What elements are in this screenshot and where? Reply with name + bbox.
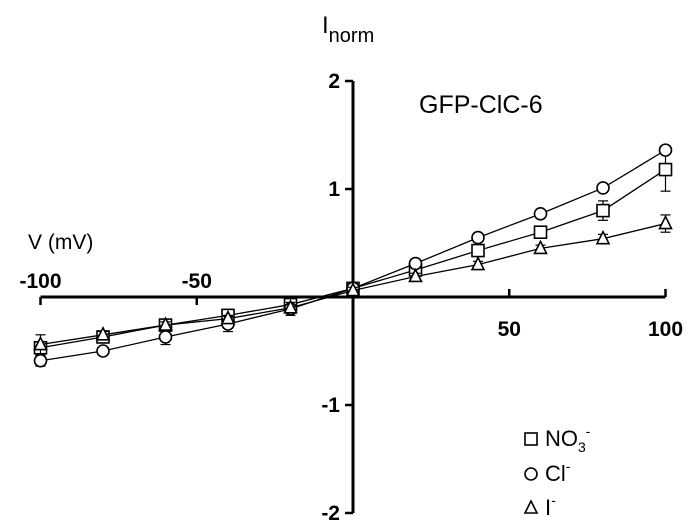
- axes: -100 -50 50 100 2 1 -1 -2: [19, 70, 683, 525]
- data-point-triangle: [595, 229, 611, 245]
- data-point-square: [658, 162, 673, 177]
- plot-area: [33, 143, 673, 368]
- data-point-triangle: [158, 316, 173, 331]
- legend-label: NO3-: [545, 423, 591, 455]
- data-point-triangle: [408, 267, 423, 283]
- x-tick-label: -100: [19, 270, 61, 293]
- data-point-circle: [596, 181, 610, 195]
- data-point-triangle: [658, 214, 673, 230]
- data-point-triangle: [95, 326, 111, 341]
- data-point-square: [596, 203, 610, 218]
- x-axis-label: V (mV): [28, 231, 93, 254]
- data-point-triangle: [523, 499, 539, 514]
- data-point-triangle: [345, 281, 361, 297]
- legend-entry-square: NO3-: [524, 423, 591, 455]
- data-point-triangle: [33, 335, 48, 351]
- x-tick-label: -50: [182, 270, 212, 293]
- data-point-circle: [533, 207, 548, 221]
- data-point-triangle: [220, 309, 236, 325]
- x-tick-label: 50: [498, 318, 521, 341]
- y-tick-label: -2: [321, 502, 340, 525]
- data-point-square: [471, 243, 485, 258]
- y-tick-label: 1: [328, 178, 340, 201]
- legend-entry-triangle: I-: [523, 492, 556, 520]
- data-point-square: [524, 432, 538, 446]
- legend-label: Cl-: [545, 458, 571, 486]
- data-point-square: [533, 225, 548, 239]
- data-point-circle: [658, 143, 673, 157]
- data-point-circle: [96, 344, 110, 358]
- data-point-triangle: [533, 239, 548, 255]
- legend: NO3- Cl- I-: [523, 423, 591, 520]
- data-point-circle: [158, 330, 173, 344]
- data-point-circle: [471, 230, 485, 245]
- y-axis-label: Inorm: [322, 12, 374, 47]
- x-tick-label: 100: [648, 318, 683, 341]
- data-point-triangle: [470, 255, 486, 271]
- data-point-triangle: [283, 299, 298, 314]
- legend-label: I-: [545, 492, 556, 520]
- series-triangle: [33, 214, 673, 355]
- data-point-circle: [33, 353, 48, 368]
- data-point-circle: [524, 467, 538, 481]
- y-tick-label: 2: [328, 70, 340, 93]
- legend-entry-circle: Cl-: [524, 458, 571, 486]
- y-tick-label: -1: [321, 394, 340, 417]
- chart-title: GFP-ClC-6: [419, 91, 543, 119]
